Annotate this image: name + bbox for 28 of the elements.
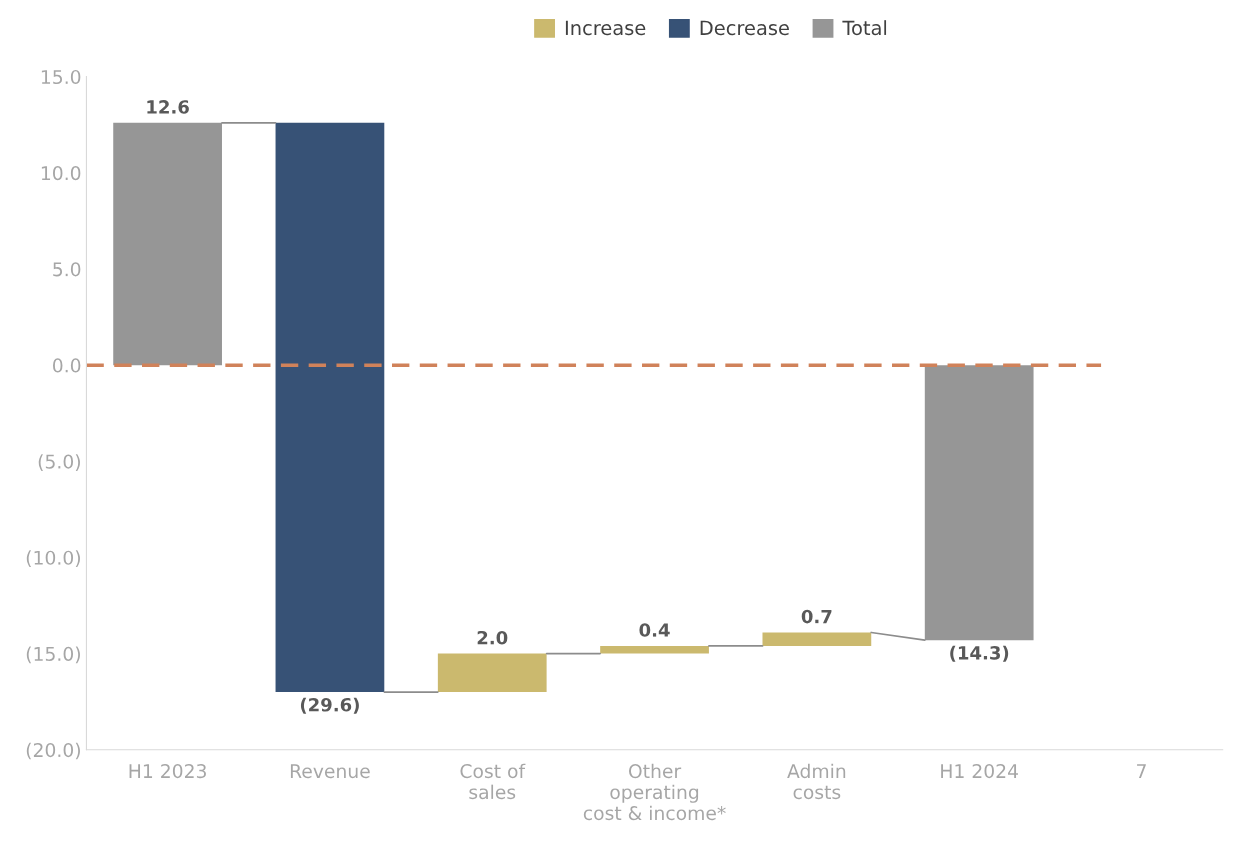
bar: [600, 645, 709, 654]
data-label: 0.4: [639, 623, 670, 637]
legend-label: Increase: [565, 20, 646, 36]
x-tick-label: H1 2023: [129, 763, 206, 779]
x-tick-label: Cost of sales: [460, 763, 526, 800]
x-tick-label: Other operating cost & income*: [583, 763, 726, 821]
y-tick-label: 15.0: [41, 69, 81, 85]
y-tick-label: (5.0): [38, 454, 80, 471]
y-tick-label: (10.0): [26, 550, 80, 568]
y-tick-label: 10.0: [41, 166, 81, 181]
data-label: 0.7: [801, 609, 832, 624]
x-tick-label: Revenue: [290, 764, 370, 779]
y-tick-label: 5.0: [53, 262, 81, 277]
bar: [275, 122, 385, 693]
y-tick-label: 0.0: [53, 358, 81, 373]
y-tick-label: (15.0): [26, 646, 80, 664]
x-tick-label: H1 2024: [941, 763, 1018, 779]
data-label: 2.0: [477, 630, 508, 645]
data-label: 12.6: [147, 100, 189, 114]
x-tick-label: Admin costs: [787, 763, 846, 800]
bar: [762, 632, 872, 646]
x-tick-label: 7: [1137, 764, 1146, 778]
data-label: (29.6): [300, 697, 359, 714]
legend-label: Decrease: [700, 20, 789, 36]
y-tick-label: (20.0): [26, 742, 80, 760]
bar: [437, 653, 547, 693]
legend-label: Total: [842, 20, 887, 36]
data-label: (14.3): [950, 645, 1009, 662]
